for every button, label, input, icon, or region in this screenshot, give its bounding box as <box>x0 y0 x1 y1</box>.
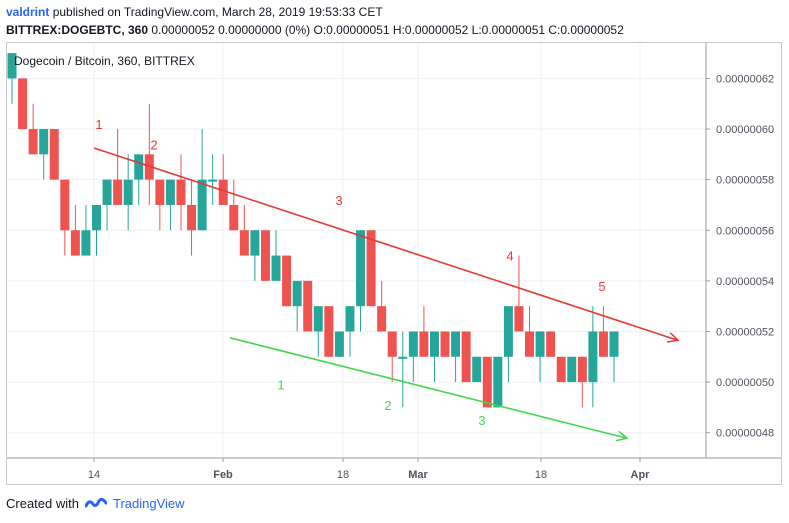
candle-body <box>92 204 101 231</box>
resistance-touch-label: 4 <box>506 249 513 264</box>
candle-body <box>39 129 49 155</box>
x-tick-label: 14 <box>88 469 100 481</box>
candle-body <box>81 230 91 256</box>
resistance-touch-label: 5 <box>598 279 605 294</box>
candle-body <box>218 179 228 205</box>
candle-body <box>609 331 619 357</box>
candle-body <box>429 331 439 357</box>
candle-body <box>461 331 471 383</box>
candle-body <box>303 280 313 332</box>
candle-body <box>113 179 123 205</box>
candle-body <box>250 230 260 256</box>
chart-title: Dogecoin / Bitcoin, 360, BITTREX <box>14 54 195 68</box>
y-tick-label: 0.00000060 <box>716 124 774 136</box>
candle-body <box>419 331 429 357</box>
candle-body <box>451 331 461 357</box>
candle-body <box>208 179 218 182</box>
candle-body <box>123 179 133 205</box>
y-tick-label: 0.00000052 <box>716 326 774 338</box>
y-tick-label: 0.00000054 <box>716 276 774 288</box>
candle-body <box>472 356 482 383</box>
candle-body <box>334 331 344 357</box>
tradingview-logo-icon <box>84 497 107 507</box>
candle-body <box>493 356 503 408</box>
x-tick-label: Feb <box>213 469 233 481</box>
candle-body <box>187 204 197 231</box>
candle-body <box>588 331 598 383</box>
candle-body <box>176 179 186 205</box>
candle-body <box>60 179 70 231</box>
y-tick-label: 0.00000056 <box>716 225 774 237</box>
resistance-touch-label: 3 <box>335 193 342 208</box>
candle-body <box>7 53 17 79</box>
support-line <box>229 337 627 438</box>
ohlc-line: BITTREX:DOGEBTC, 360 0.00000052 0.000000… <box>6 23 624 37</box>
candle-body <box>197 179 207 231</box>
candle-body <box>577 356 587 383</box>
candle-body <box>556 356 566 383</box>
x-tick-label: 18 <box>535 469 547 481</box>
candle-body <box>408 331 418 357</box>
support-touch-label: 3 <box>478 413 485 428</box>
y-tick-label: 0.00000048 <box>716 428 774 440</box>
candle-body <box>546 331 556 357</box>
candle-body <box>377 306 387 332</box>
candles-group <box>7 53 619 408</box>
candle-body <box>239 230 249 256</box>
candle-body <box>70 230 80 256</box>
candle-body <box>482 356 492 408</box>
ohlc-values: 0.00000052 0.00000000 (0%) O:0.00000051 … <box>151 23 624 37</box>
x-tick-label: Mar <box>408 469 428 481</box>
publish-text: published on TradingView.com, March 28, … <box>52 5 383 19</box>
candle-body <box>49 129 59 180</box>
support-touch-label: 1 <box>277 378 284 393</box>
x-tick-label: 18 <box>337 469 349 481</box>
candle-body <box>366 230 376 307</box>
resistance-touch-label: 1 <box>95 117 102 132</box>
y-tick-label: 0.00000050 <box>716 377 774 389</box>
candle-body <box>598 331 608 357</box>
footer: Created with TradingView <box>6 496 185 511</box>
candle-body <box>292 280 302 307</box>
created-with-label: Created with <box>6 496 79 511</box>
candle-body <box>102 179 112 205</box>
candle-body <box>229 204 239 231</box>
candle-body <box>398 356 408 359</box>
candle-body <box>260 230 270 281</box>
candle-body <box>525 331 534 357</box>
chart-frame <box>6 42 782 485</box>
candle-body <box>356 230 366 307</box>
y-tick-label: 0.00000062 <box>716 73 774 85</box>
candle-body <box>324 306 334 357</box>
candle-body <box>165 179 175 205</box>
candle-body <box>567 356 577 383</box>
candle-body <box>155 179 165 205</box>
candle-body <box>535 331 545 357</box>
candle-body <box>503 306 513 357</box>
y-tick-label: 0.00000058 <box>716 175 774 187</box>
tradingview-brand[interactable]: TradingView <box>112 496 185 511</box>
candle-body <box>387 331 397 357</box>
support-touch-label: 2 <box>384 398 391 413</box>
candle-body <box>18 78 28 130</box>
candle-body <box>345 306 355 332</box>
resistance-touch-label: 2 <box>150 137 157 152</box>
candle-body <box>282 255 292 307</box>
candle-body <box>134 154 144 180</box>
candle-body <box>313 306 323 332</box>
resistance-line <box>93 147 678 340</box>
publish-info: valdrint published on TradingView.com, M… <box>6 5 383 19</box>
candle-body <box>271 255 281 281</box>
x-tick-label: Apr <box>631 469 651 481</box>
candle-body <box>440 331 450 357</box>
candle-body <box>514 306 524 332</box>
symbol-label: BITTREX:DOGEBTC, 360 <box>6 23 149 37</box>
author-name[interactable]: valdrint <box>6 5 50 19</box>
candle-body <box>28 129 38 155</box>
